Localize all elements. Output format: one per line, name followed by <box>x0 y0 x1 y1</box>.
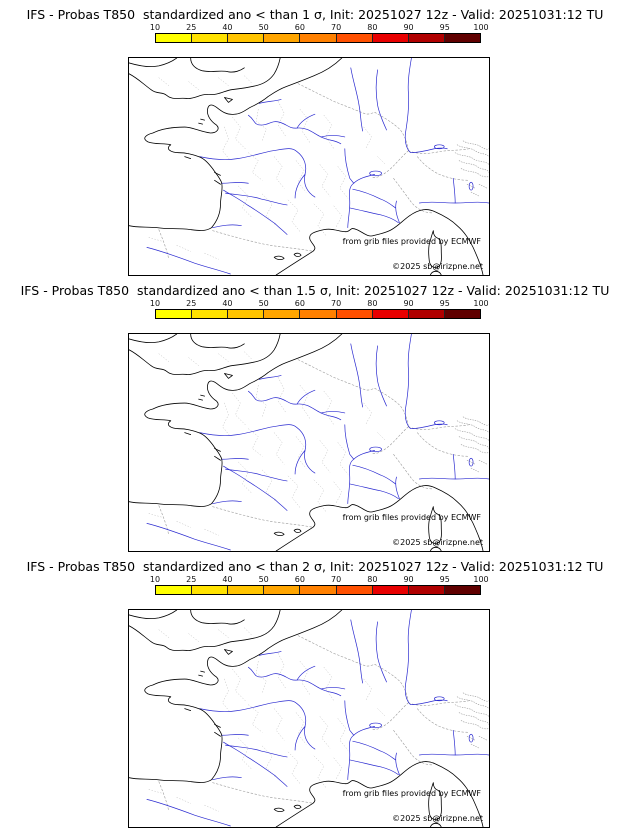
panel-title: IFS - Probas T850 standardized ano < tha… <box>26 559 604 574</box>
colorbar-tick: 70 <box>331 575 342 584</box>
colorbar-tick: 40 <box>222 23 233 32</box>
colorbar-tick: 50 <box>258 299 269 308</box>
colorbar-tick: 50 <box>258 575 269 584</box>
colorbar-tick: 80 <box>367 299 378 308</box>
copyright-text: ©2025 sb@irizpne.net <box>392 814 483 823</box>
map-france: from grib files provided by ECMWF ©2025 … <box>128 57 490 276</box>
colorbar-cell <box>336 310 373 318</box>
colorbar-cell <box>264 310 301 318</box>
colorbar-cell <box>372 586 409 594</box>
colorbar-cell <box>444 34 480 42</box>
colorbar-cell <box>192 586 229 594</box>
colorbar-cell <box>444 310 480 318</box>
colorbar-tick: 95 <box>439 575 450 584</box>
panel-sigma-1: IFS - Probas T850 standardized ano < tha… <box>0 0 630 276</box>
colorbar-tick: 50 <box>258 23 269 32</box>
colorbar-tick: 80 <box>367 23 378 32</box>
colorbar: 10 25 40 50 60 70 80 90 95 100 <box>150 23 489 44</box>
colorbar-tick: 10 <box>149 299 161 308</box>
colorbar-tick: 60 <box>294 575 305 584</box>
colorbar-cell <box>192 310 229 318</box>
colorbar-tick: 70 <box>331 23 342 32</box>
panel-sigma-2: IFS - Probas T850 standardized ano < tha… <box>0 552 630 828</box>
colorbar-tick: 90 <box>403 23 414 32</box>
colorbar-tick: 100 <box>473 299 489 308</box>
colorbar-tick: 100 <box>473 575 489 584</box>
panel-title: IFS - Probas T850 standardized ano < tha… <box>26 7 604 22</box>
colorbar-tick: 90 <box>403 575 414 584</box>
colorbar-cell <box>300 310 337 318</box>
colorbar-cell <box>228 586 265 594</box>
colorbar-tick: 40 <box>222 299 233 308</box>
colorbar-ticks: 10 25 40 50 60 70 80 90 95 100 <box>150 23 489 32</box>
colorbar-bar <box>155 33 481 43</box>
credit-text: from grib files provided by ECMWF <box>342 237 481 246</box>
map-france: from grib files provided by ECMWF ©2025 … <box>128 333 490 552</box>
colorbar-cell <box>444 586 480 594</box>
panel-title: IFS - Probas T850 standardized ano < tha… <box>20 283 610 298</box>
colorbar-tick: 40 <box>222 575 233 584</box>
colorbar-cell <box>192 34 229 42</box>
colorbar-ticks: 10 25 40 50 60 70 80 90 95 100 <box>150 299 489 308</box>
colorbar-cell <box>264 586 301 594</box>
colorbar-cell <box>264 34 301 42</box>
colorbar-ticks: 10 25 40 50 60 70 80 90 95 100 <box>150 575 489 584</box>
colorbar-cell <box>156 310 193 318</box>
colorbar-tick: 80 <box>367 575 378 584</box>
colorbar-tick: 95 <box>439 23 450 32</box>
colorbar-cell <box>156 586 193 594</box>
colorbar-tick: 95 <box>439 299 450 308</box>
copyright-text: ©2025 sb@irizpne.net <box>392 262 483 271</box>
colorbar-tick: 70 <box>331 299 342 308</box>
credit-text: from grib files provided by ECMWF <box>342 513 481 522</box>
panel-sigma-1-5: IFS - Probas T850 standardized ano < tha… <box>0 276 630 552</box>
colorbar-tick: 60 <box>294 23 305 32</box>
colorbar-tick: 10 <box>149 23 161 32</box>
colorbar-cell <box>336 586 373 594</box>
colorbar-tick: 90 <box>403 299 414 308</box>
colorbar: 10 25 40 50 60 70 80 90 95 100 <box>150 299 489 320</box>
colorbar-cell <box>300 34 337 42</box>
colorbar-cell <box>372 34 409 42</box>
colorbar-cell <box>408 586 445 594</box>
colorbar-cell <box>408 34 445 42</box>
colorbar-tick: 60 <box>294 299 305 308</box>
colorbar-cell <box>156 34 193 42</box>
copyright-text: ©2025 sb@irizpne.net <box>392 538 483 547</box>
colorbar-cell <box>300 586 337 594</box>
colorbar-tick: 25 <box>186 299 197 308</box>
colorbar-tick: 100 <box>473 23 489 32</box>
map-france: from grib files provided by ECMWF ©2025 … <box>128 609 490 828</box>
colorbar-cell <box>228 34 265 42</box>
colorbar-bar <box>155 585 481 595</box>
credit-text: from grib files provided by ECMWF <box>342 789 481 798</box>
colorbar-cell <box>228 310 265 318</box>
colorbar: 10 25 40 50 60 70 80 90 95 100 <box>150 575 489 596</box>
colorbar-cell <box>372 310 409 318</box>
colorbar-bar <box>155 309 481 319</box>
colorbar-tick: 10 <box>149 575 161 584</box>
colorbar-cell <box>336 34 373 42</box>
colorbar-tick: 25 <box>186 575 197 584</box>
colorbar-cell <box>408 310 445 318</box>
colorbar-tick: 25 <box>186 23 197 32</box>
